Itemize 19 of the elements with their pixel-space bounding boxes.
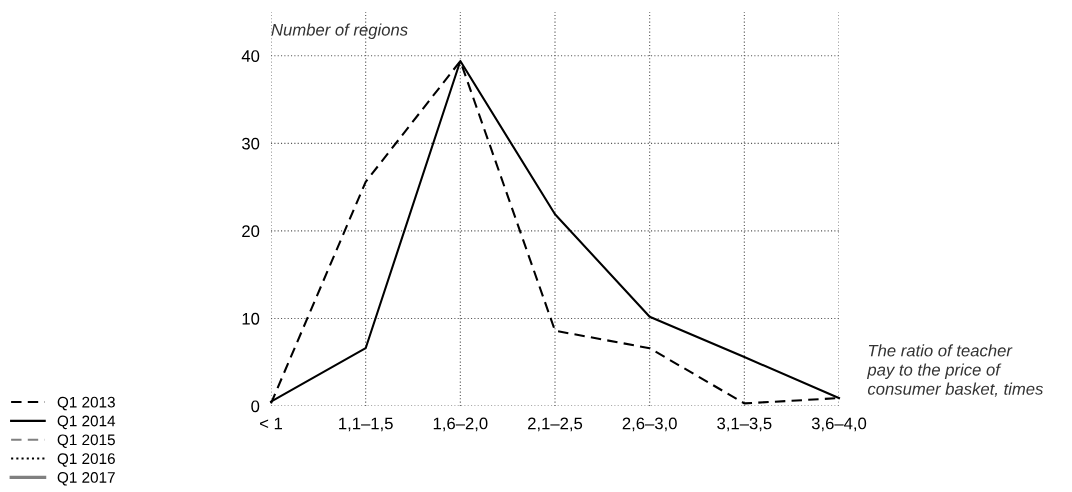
x-axis-title: The ratio of teacher pay to the price of consumer basket, times (866, 344, 1044, 397)
legend-label: Q1 2013 (57, 396, 115, 411)
legend-label: Q1 2014 (57, 415, 116, 430)
y-tick-label: 40 (241, 50, 260, 62)
y-tick-label: 0 (251, 400, 260, 413)
y-tick-label: 20 (242, 225, 260, 238)
legend-label: Q1 2016 (57, 453, 115, 467)
y-axis-title: Number of regions (271, 23, 408, 39)
legend-label: Q1 2017 (57, 472, 115, 486)
x-tick-label: 3,1–3,5 (717, 417, 772, 432)
x-tick-label: 3,6–4,0 (811, 417, 867, 432)
x-tick-label: 2,1–2,5 (528, 417, 583, 432)
y-tick-label: 10 (242, 312, 260, 325)
legend-label: Q1 2015 (57, 434, 115, 448)
x-tick-label: 1,6–2,0 (433, 417, 488, 432)
x-tick-label: 1,1–1,5 (339, 417, 393, 432)
x-tick-label: 2,6–3,0 (622, 417, 677, 432)
x-tick-label: < 1 (260, 417, 282, 430)
y-tick-label: 30 (241, 137, 260, 150)
